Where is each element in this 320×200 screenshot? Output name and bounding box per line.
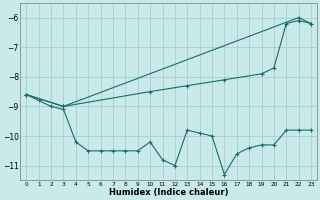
X-axis label: Humidex (Indice chaleur): Humidex (Indice chaleur) [109, 188, 228, 197]
